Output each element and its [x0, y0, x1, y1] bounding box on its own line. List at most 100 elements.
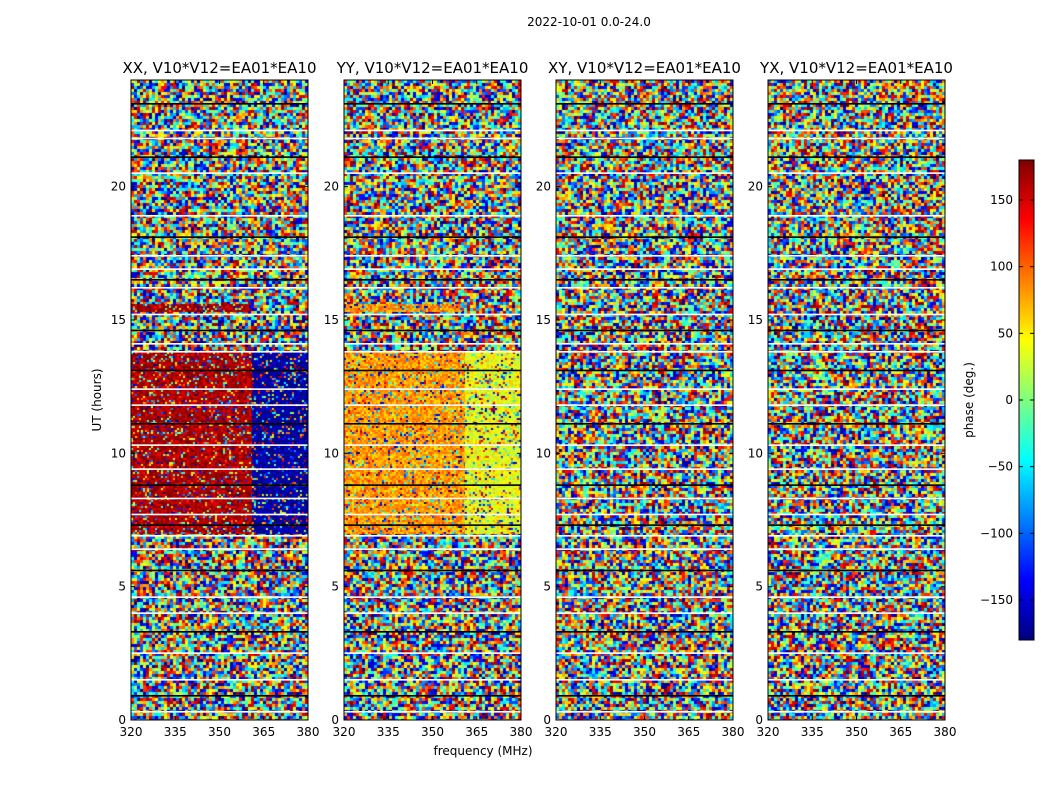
colorbar-tick-label: −50	[988, 460, 1013, 474]
flagged-row	[768, 404, 945, 406]
x-tick-label: 380	[722, 725, 745, 739]
y-axis-label: UT (hours)	[90, 368, 104, 431]
flagged-row	[768, 343, 945, 345]
colorbar-label: phase (deg.)	[962, 362, 976, 438]
flagged-row	[768, 468, 945, 470]
flagged-row	[344, 484, 521, 486]
flagged-row	[131, 369, 308, 372]
flagged-row	[344, 287, 521, 289]
flagged-row	[344, 351, 521, 353]
flagged-row	[768, 268, 945, 270]
y-tick-label: 15	[536, 313, 551, 327]
colorbar-tick-label: 150	[990, 193, 1013, 207]
colorbar-tick-label: 50	[998, 326, 1013, 340]
flagged-row	[768, 279, 945, 281]
flagged-row	[556, 255, 733, 257]
flagged-row	[344, 612, 521, 614]
panel-1: YY, V10*V12=EA01*EA10 320 335 350 365 380 0 5 10…	[324, 59, 533, 739]
flagged-row	[768, 236, 945, 238]
x-tick-label: 350	[421, 725, 444, 739]
flagged-row	[344, 103, 521, 105]
x-tick-label: 350	[845, 725, 868, 739]
y-tick-label: 10	[111, 446, 126, 460]
flagged-row	[556, 329, 733, 332]
colorbar: −150 −100 −50 0 50 100 150	[980, 159, 1035, 641]
flagged-row	[344, 444, 521, 446]
flagged-row	[556, 679, 733, 681]
flagged-row	[768, 548, 945, 550]
figure-suptitle: 2022-10-01 0.0-24.0	[527, 15, 651, 29]
y-tick-label: 20	[536, 180, 551, 194]
colorbar-tick-label: 0	[1005, 393, 1013, 407]
flagged-row	[556, 484, 733, 486]
y-tick-label: 15	[748, 313, 763, 327]
panel-title: YX, V10*V12=EA01*EA10	[759, 59, 953, 77]
y-tick-label: 10	[324, 446, 339, 460]
phase-heatmap-1	[344, 80, 521, 720]
flagged-row	[556, 279, 733, 281]
x-tick-label: 350	[633, 725, 656, 739]
flagged-row	[556, 351, 733, 353]
flagged-row	[344, 711, 521, 713]
flagged-row	[131, 388, 308, 390]
flagged-row	[768, 215, 945, 217]
flagged-row	[556, 468, 733, 470]
flagged-row	[768, 423, 945, 425]
flagged-row	[344, 468, 521, 470]
phase-heatmap-0	[131, 80, 308, 720]
flagged-row	[768, 524, 945, 526]
flagged-row	[344, 423, 521, 425]
y-tick-label: 20	[324, 180, 339, 194]
x-axis-label: frequency (MHz)	[433, 744, 532, 758]
phase-heatmap-2	[556, 80, 733, 720]
flagged-row	[344, 137, 521, 140]
x-tick-label: 335	[801, 725, 824, 739]
flagged-row	[131, 679, 308, 681]
flagged-row	[131, 524, 308, 526]
y-tick-label: 0	[331, 713, 339, 727]
flagged-row	[768, 156, 945, 158]
flagged-row	[768, 313, 945, 316]
flagged-row	[556, 497, 733, 500]
flagged-row	[556, 612, 733, 614]
x-tick-label: 380	[297, 725, 320, 739]
flagged-row	[768, 255, 945, 257]
flagged-row	[768, 484, 945, 486]
x-tick-label: 365	[465, 725, 488, 739]
flagged-row	[131, 404, 308, 406]
flagged-row	[768, 103, 945, 105]
x-tick-label: 365	[677, 725, 700, 739]
flagged-row	[768, 137, 945, 140]
x-tick-label: 320	[333, 725, 356, 739]
flagged-row	[131, 596, 308, 598]
flagged-row	[556, 156, 733, 158]
flagged-row	[131, 569, 308, 572]
flagged-row	[131, 711, 308, 713]
y-tick-label: 5	[755, 580, 763, 594]
flagged-row	[556, 513, 733, 516]
flagged-row	[131, 695, 308, 697]
flagged-row	[131, 535, 308, 537]
phase-heatmap-3	[768, 80, 945, 720]
flagged-row	[768, 535, 945, 537]
flagged-row	[344, 596, 521, 598]
x-tick-label: 380	[510, 725, 533, 739]
flagged-row	[556, 369, 733, 372]
flagged-row	[131, 329, 308, 332]
flagged-row	[768, 711, 945, 713]
flagged-row	[768, 351, 945, 353]
flagged-row	[556, 268, 733, 270]
y-tick-label: 5	[543, 580, 551, 594]
flagged-row	[344, 497, 521, 500]
flagged-row	[768, 287, 945, 289]
flagged-row	[131, 513, 308, 516]
flagged-row	[768, 652, 945, 654]
flagged-row	[131, 313, 308, 316]
flagged-row	[768, 388, 945, 390]
flagged-row	[768, 329, 945, 332]
flagged-row	[344, 695, 521, 697]
flagged-row	[344, 404, 521, 406]
flagged-row	[768, 497, 945, 500]
flagged-row	[131, 255, 308, 257]
flagged-row	[344, 172, 521, 174]
